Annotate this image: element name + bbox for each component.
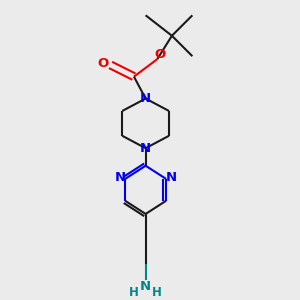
Text: H: H — [129, 286, 139, 299]
Text: N: N — [166, 171, 177, 184]
Text: O: O — [98, 57, 109, 70]
Text: N: N — [140, 92, 151, 105]
Text: N: N — [140, 280, 151, 293]
Text: N: N — [140, 142, 151, 155]
Text: N: N — [114, 171, 125, 184]
Text: O: O — [154, 48, 166, 61]
Text: H: H — [152, 286, 162, 299]
